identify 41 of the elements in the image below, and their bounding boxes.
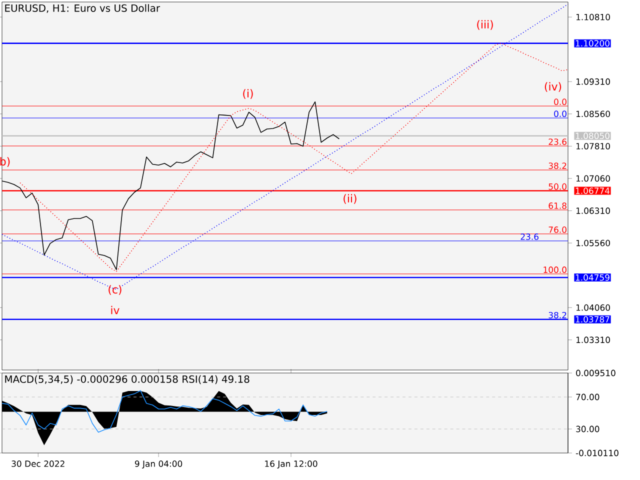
y-tick-label: 1.07060 [576, 175, 610, 182]
line-series [2, 390, 328, 433]
y-tick-label: 1.07810 [576, 142, 610, 150]
annotation: 38.2 [548, 162, 566, 169]
y-tick-label: 1.05560 [576, 240, 610, 246]
ref-line-label: 1.10200 [576, 40, 610, 47]
annotation: b) [0, 157, 10, 167]
y-tick-label: -0.010110 [576, 450, 618, 456]
ref-line-label: 1.03787 [576, 316, 610, 323]
y-tick-label: 1.06310 [576, 208, 610, 214]
ref-line-label: 1.08050 [576, 132, 610, 140]
annotation: 0.0 [554, 110, 566, 117]
y-tick-label: 1.03310 [576, 336, 610, 344]
annotation: (iv) [544, 82, 562, 92]
annotation: 61.8 [548, 202, 566, 209]
annotation: 76.0 [548, 226, 566, 233]
annotation: 100.0 [544, 266, 566, 273]
annotation: (i) [243, 89, 253, 99]
x-tick-label: 30 Dec 2022 [12, 460, 64, 467]
x-tick-label: 16 Jan 12:00 [265, 460, 318, 469]
annotation: (c) [108, 285, 122, 295]
y-tick-label: 1.04060 [576, 304, 610, 311]
annotation: iv [111, 306, 120, 314]
y2-tick-label: 30.00 [576, 426, 600, 432]
annotation: (ii) [344, 194, 356, 204]
y-tick-label: 1.08560 [576, 110, 610, 118]
ref-line-label: 1.06774 [576, 188, 610, 194]
x-tick-label: 9 Jan 04:00 [134, 460, 182, 469]
annotation: 23.6 [520, 234, 538, 240]
chart-title: MACD(5,34,5) -0.000296 0.000158 RSI(14) 49.18 [5, 375, 250, 384]
annotation: 38.2 [548, 312, 566, 318]
annotation: 23.6 [548, 138, 566, 145]
y-tick-label: 1.10810 [576, 14, 610, 20]
y-tick-label: 0.009510 [576, 370, 616, 376]
chart-title: EURUSD, H1: Euro vs US Dollar [5, 4, 160, 13]
ref-line-label: 1.04759 [576, 274, 610, 281]
y2-tick-label: 70.00 [576, 394, 600, 400]
annotation: 0.0 [554, 98, 566, 106]
annotation: 50.0 [548, 183, 566, 190]
y-tick-label: 1.09310 [576, 78, 610, 85]
annotation: (iii) [477, 20, 493, 30]
